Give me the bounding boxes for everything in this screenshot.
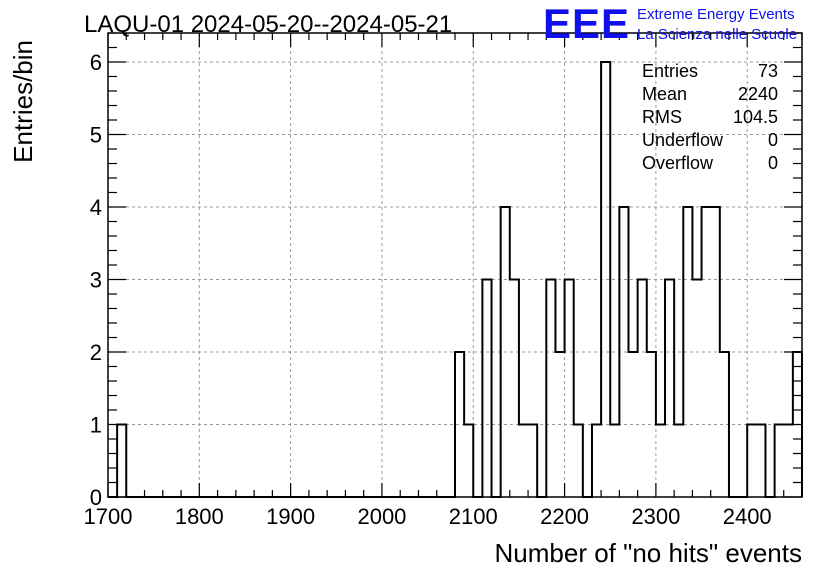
x-tick-label: 2200 [540,504,589,529]
x-tick-label: 1900 [266,504,315,529]
eee-logo-mark: EEE [543,0,630,47]
histogram-bin [674,425,683,498]
y-tick-label: 0 [90,485,102,510]
chart-title: LAQU-01 2024-05-20--2024-05-21 [84,11,452,38]
histogram-bin [592,425,601,498]
x-axis-label: Number of "no hits" events [495,538,803,568]
histogram-bin [610,425,619,498]
y-tick-labels: 0 1 2 3 4 5 6 [90,50,102,510]
y-tick-label: 4 [90,195,102,220]
histogram-bin [692,280,701,498]
histogram-bin [802,425,811,498]
stats-label: Underflow [642,130,724,150]
histogram-bin [528,425,537,498]
stats-value: 0 [768,153,778,173]
histogram-bin [775,425,784,498]
grid-lines [108,33,802,497]
stats-box: Entries 73 Mean 2240 RMS 104.5 Underflow 0 Overf… [642,61,778,173]
y-tick-label: 5 [90,123,102,148]
axis-ticks [107,32,803,498]
histogram-bin [784,425,793,498]
histogram-bars [108,61,811,498]
y-tick-label: 1 [90,413,102,438]
histogram-bin [117,425,126,498]
x-tick-label: 2300 [631,504,680,529]
x-tick-label: 2100 [449,504,498,529]
histogram-bin [747,425,756,498]
histogram-bin [756,425,765,498]
histogram-bin [546,280,555,498]
histogram-bin [565,280,574,498]
histogram-bin [574,425,583,498]
x-tick-label: 2000 [357,504,406,529]
stats-value: 73 [758,61,778,81]
eee-logo: EEE Extreme Energy Events La Scienza nel… [543,0,797,47]
y-tick-label: 3 [90,268,102,293]
x-tick-label: 1800 [175,504,224,529]
histogram-bin [656,425,665,498]
stats-value: 104.5 [733,107,778,127]
stats-label: Entries [642,61,698,81]
histogram-bin [665,280,674,498]
stats-label: RMS [642,107,682,127]
histogram-bin [638,280,647,498]
histogram-bin [519,425,528,498]
histogram-bin [464,425,473,498]
stats-label: Overflow [642,153,714,173]
x-tick-label: 2400 [723,504,772,529]
histogram-bin [482,280,491,498]
x-tick-labels: 1700 1800 1900 2000 2100 2200 2300 2400 [84,504,772,529]
stats-label: Mean [642,84,687,104]
x-tick-label: 1700 [84,504,133,529]
y-tick-label: 6 [90,50,102,75]
stats-value: 0 [768,130,778,150]
y-axis-label: Entries/bin [8,40,38,163]
eee-logo-line1: Extreme Energy Events [637,6,795,23]
histogram-bin [510,280,519,498]
eee-logo-line2: La Scienza nelle Scuole [637,26,797,43]
y-tick-label: 2 [90,340,102,365]
stats-value: 2240 [738,84,778,104]
